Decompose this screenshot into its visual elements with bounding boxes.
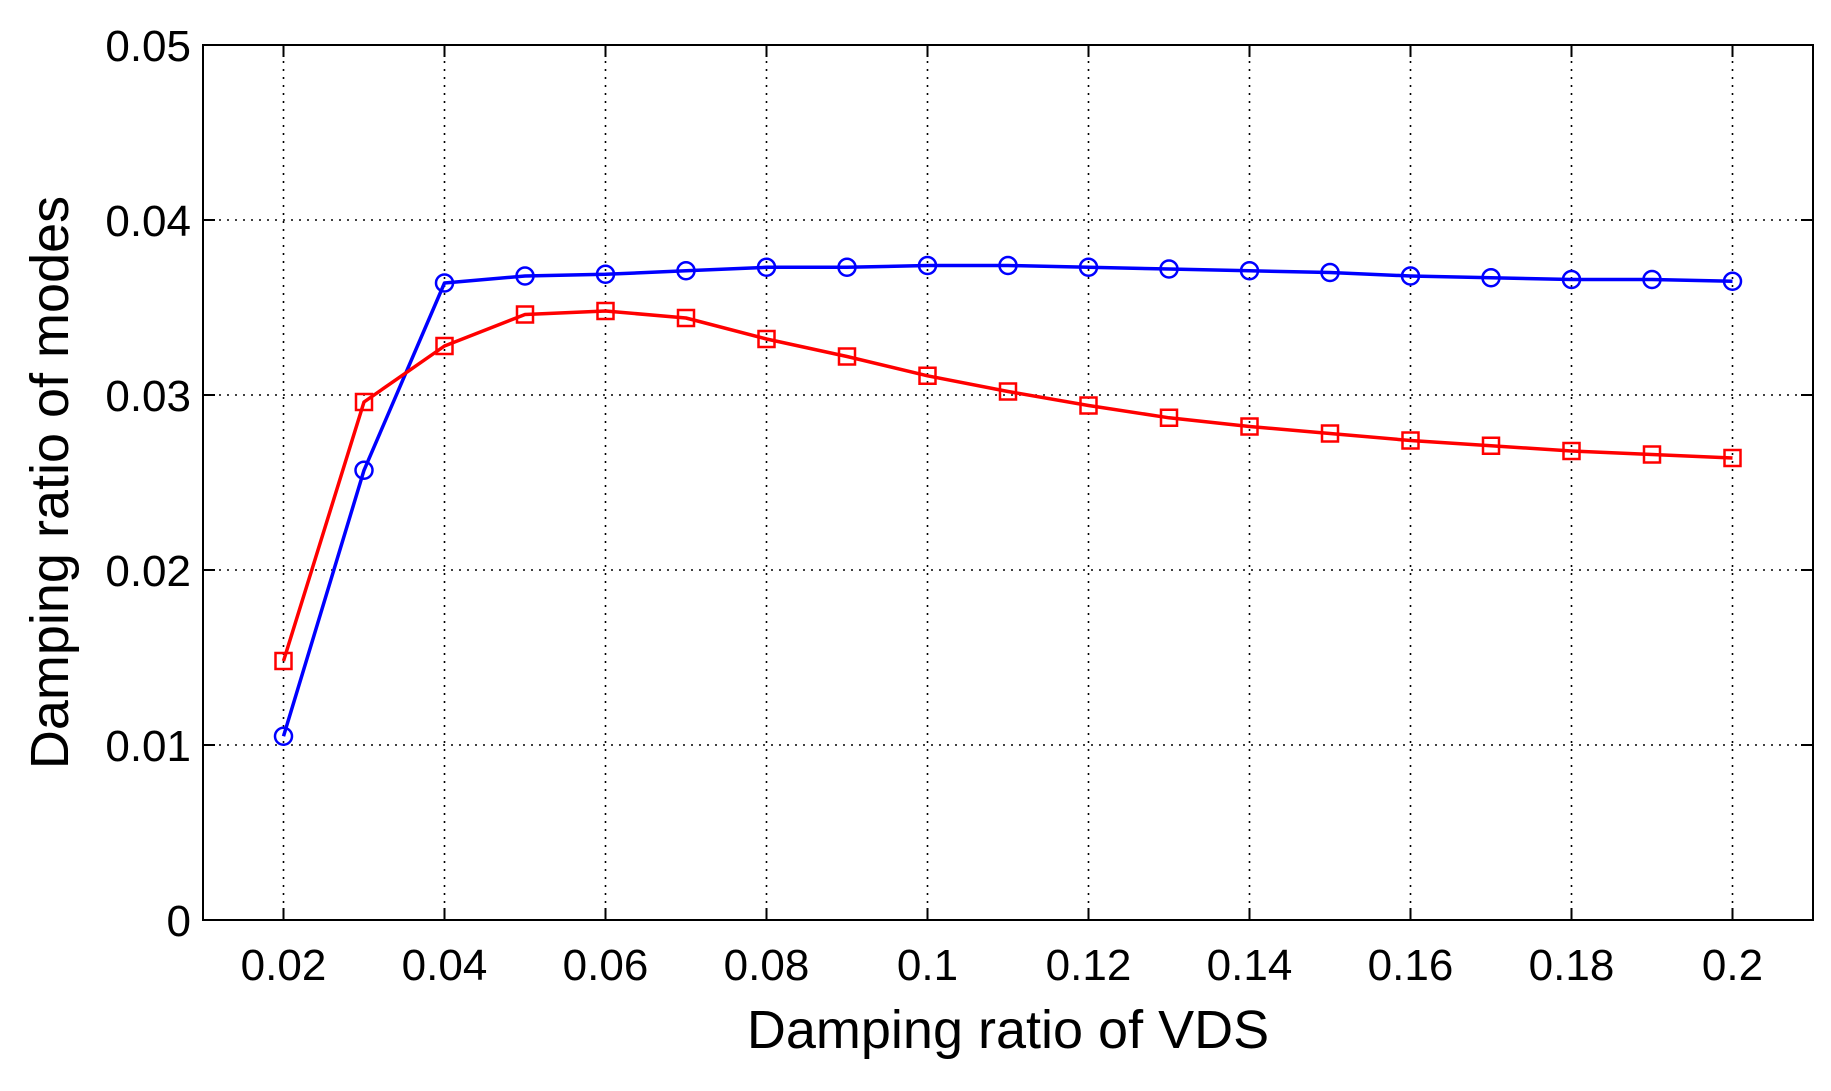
y-tick-labels: 0 0.01 0.02 0.03 0.04 0.05 (105, 22, 191, 946)
circle-series-point (1561, 269, 1582, 290)
x-tick-label: 0.02 (241, 941, 327, 990)
circle-series-point (837, 257, 857, 277)
square-series-point (1562, 441, 1581, 461)
square-series-point (998, 382, 1018, 401)
circle-series-point (595, 264, 616, 284)
series-layer (273, 255, 1743, 746)
square-series-point (1481, 436, 1501, 455)
axis-ticks (203, 44, 1813, 921)
square-series-point (1079, 396, 1098, 415)
circle-series-point (676, 261, 696, 281)
x-tick-label: 0.18 (1529, 941, 1615, 990)
circle-series-point (273, 726, 294, 746)
x-tick-labels: 0.02 0.04 0.06 0.08 0.1 0.12 0.14 0.16 0.18 0.2 (241, 941, 1763, 990)
circle-series-point (756, 257, 777, 277)
circle-series-point (515, 266, 535, 286)
x-tick-label: 0.16 (1368, 941, 1454, 990)
x-tick-label: 0.06 (563, 941, 649, 990)
circle-series-point (1159, 259, 1179, 279)
square-series-point (1320, 424, 1340, 443)
x-tick-label: 0.2 (1702, 941, 1763, 990)
y-tick-label: 0.05 (105, 22, 191, 71)
circle-series-point (434, 273, 455, 293)
square-series-point (1642, 445, 1662, 464)
circle-series-point (1239, 261, 1260, 281)
y-axis-label: Damping ratio of modes (20, 196, 80, 769)
circle-series-point (1722, 271, 1743, 291)
circle-series-point (998, 255, 1018, 276)
circle-series-point (1642, 269, 1662, 290)
y-tick-label: 0 (167, 897, 191, 946)
x-tick-label: 0.14 (1207, 941, 1293, 990)
circle-series-point (1481, 268, 1501, 288)
x-axis-label: Damping ratio of VDS (747, 1000, 1269, 1060)
square-series-point (1401, 431, 1420, 450)
circle-series-point (917, 255, 938, 276)
circle-series (273, 255, 1743, 746)
circle-series-line (281, 263, 1733, 737)
square-series-point (676, 308, 696, 328)
square-series-point (354, 392, 374, 412)
y-tick-label: 0.03 (105, 372, 191, 421)
square-series-line (281, 309, 1733, 662)
square-series-point (435, 336, 454, 356)
square-series-point (918, 366, 937, 385)
square-series (274, 301, 1742, 671)
square-series-point (274, 651, 293, 671)
y-tick-label: 0.02 (105, 547, 191, 596)
y-tick-label: 0.04 (105, 197, 191, 246)
square-series-point (757, 329, 776, 349)
square-series-point (837, 347, 857, 366)
y-tick-label: 0.01 (105, 722, 191, 771)
square-series-point (596, 301, 615, 321)
x-tick-label: 0.1 (897, 941, 958, 990)
x-tick-label: 0.12 (1046, 941, 1132, 990)
circle-series-point (1078, 257, 1099, 277)
square-series-point (1240, 417, 1259, 436)
circle-series-point (1400, 266, 1421, 286)
circle-series-point (1320, 262, 1340, 283)
x-tick-label: 0.04 (402, 941, 488, 990)
square-series-point (1159, 408, 1179, 427)
plot-area-box (202, 44, 1814, 921)
square-series-point (1723, 448, 1742, 468)
grid (203, 45, 1813, 920)
x-tick-label: 0.08 (724, 941, 810, 990)
square-series-point (515, 305, 535, 324)
circle-series-point (354, 460, 374, 480)
